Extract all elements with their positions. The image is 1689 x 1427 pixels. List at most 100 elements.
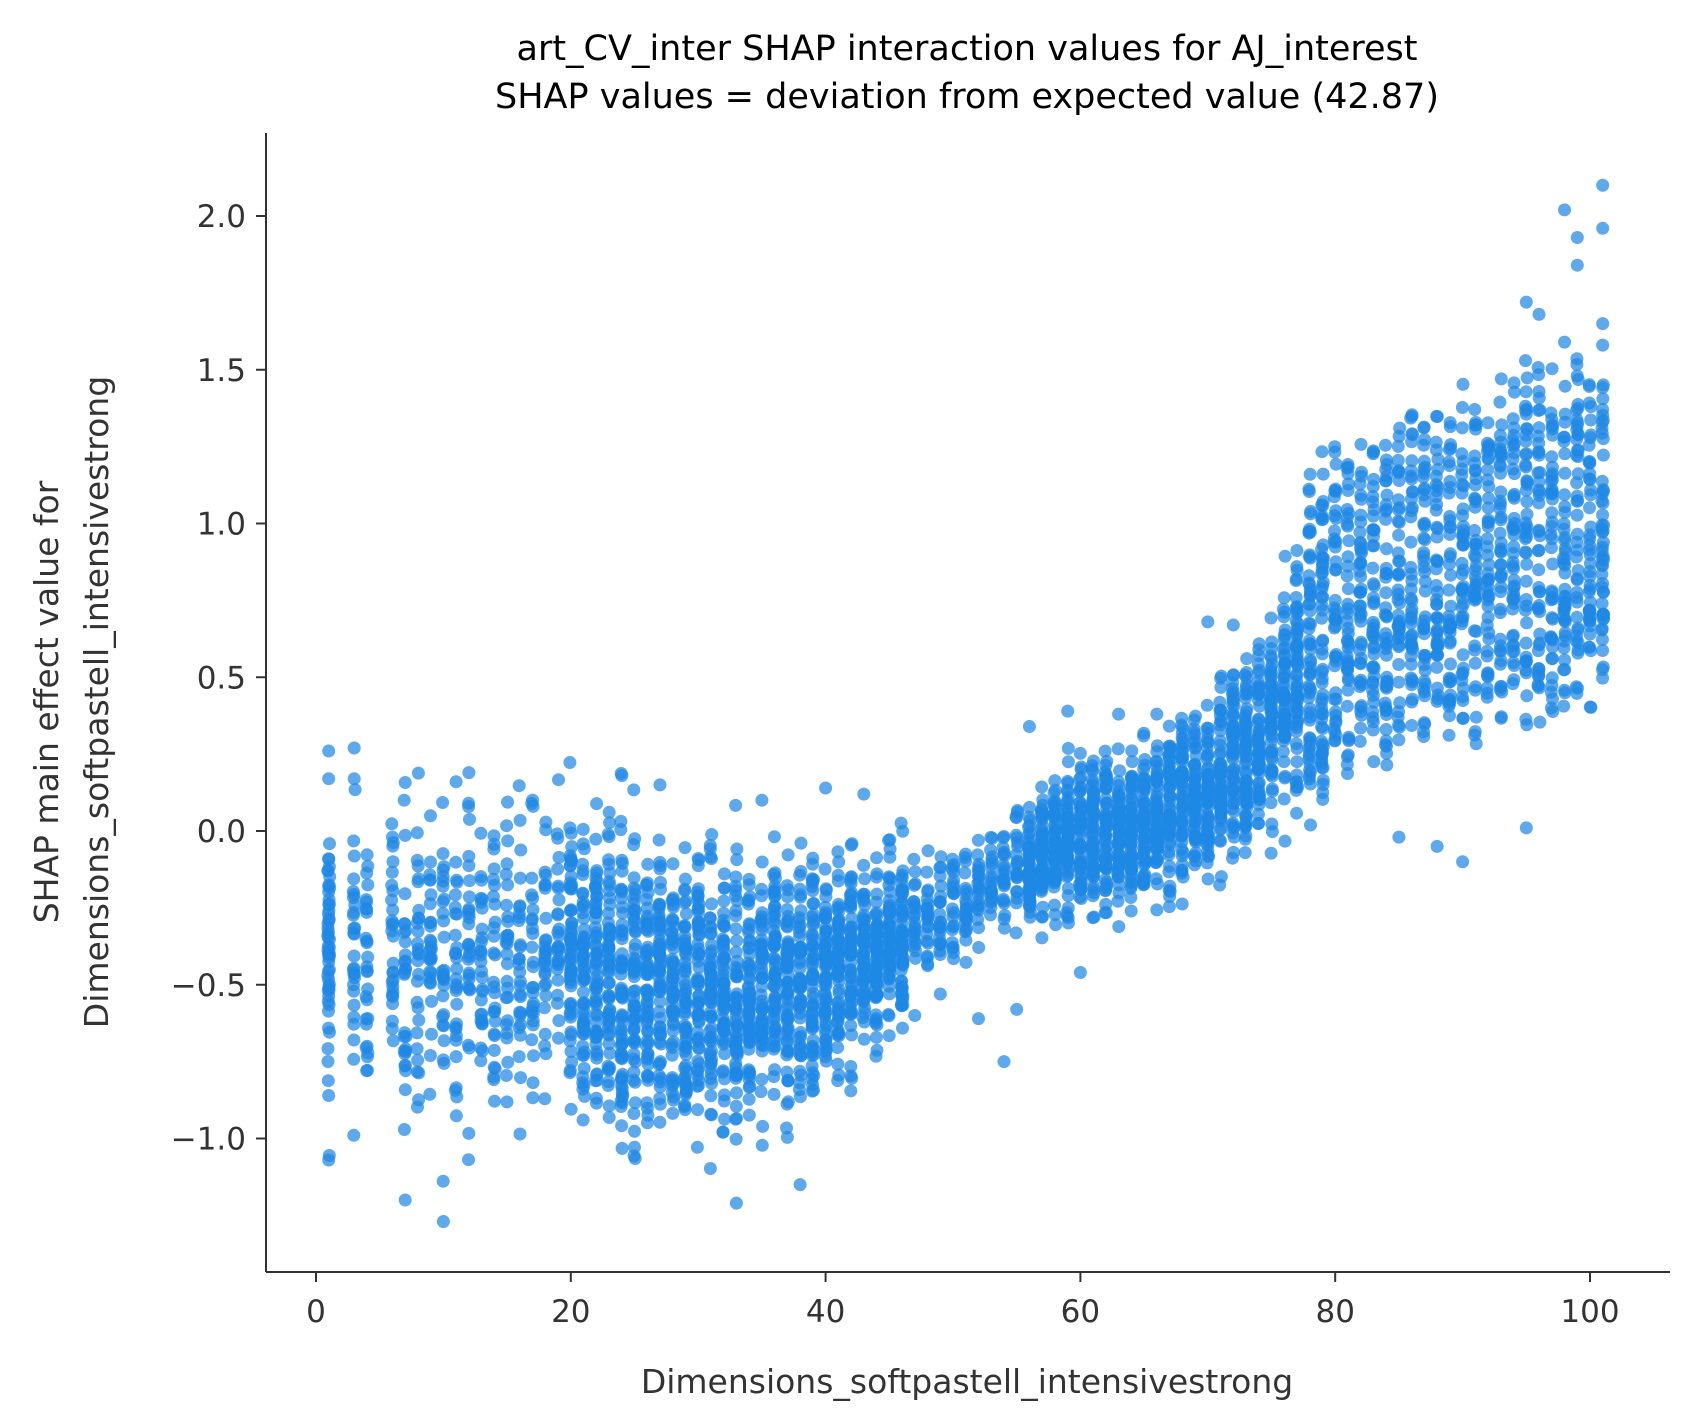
scatter-point xyxy=(1315,498,1329,512)
scatter-point xyxy=(1150,903,1164,917)
scatter-point xyxy=(1532,669,1546,683)
scatter-point xyxy=(1444,520,1457,534)
scatter-point xyxy=(602,1099,616,1113)
scatter-point xyxy=(614,1022,628,1036)
scatter-point xyxy=(1342,637,1356,651)
x-axis-label: Dimensions_softpastell_intensivestrong xyxy=(641,1362,1293,1401)
scatter-point xyxy=(1392,554,1406,568)
scatter-point xyxy=(603,989,616,1003)
scatter-point xyxy=(347,1017,361,1031)
scatter-point xyxy=(1049,918,1063,932)
scatter-point xyxy=(792,1083,806,1097)
x-tick-label: 20 xyxy=(551,1294,590,1330)
scatter-point xyxy=(359,1017,373,1031)
scatter-point xyxy=(500,898,513,912)
scatter-point xyxy=(322,913,336,927)
scatter-point xyxy=(322,852,336,866)
scatter-point xyxy=(1442,675,1456,689)
scatter-point xyxy=(1493,526,1507,540)
scatter-point xyxy=(1494,450,1508,464)
scatter-point xyxy=(1469,710,1483,724)
scatter-point xyxy=(870,917,884,931)
scatter-point xyxy=(1493,395,1507,409)
scatter-point xyxy=(640,956,654,970)
scatter-point xyxy=(818,862,832,876)
scatter-point xyxy=(1162,900,1176,914)
scatter-point xyxy=(1213,823,1227,837)
scatter-point xyxy=(436,895,450,909)
scatter-point xyxy=(1328,509,1342,523)
scatter-point xyxy=(755,994,769,1008)
scatter-point xyxy=(832,983,846,997)
scatter-point xyxy=(1379,438,1392,452)
scatter-point xyxy=(1456,520,1470,533)
scatter-point xyxy=(501,932,515,946)
scatter-point xyxy=(602,1037,616,1051)
scatter-point xyxy=(1404,535,1418,549)
scatter-point xyxy=(1304,777,1317,791)
scatter-point xyxy=(1418,664,1432,677)
scatter-point xyxy=(794,1049,808,1063)
scatter-point xyxy=(972,921,986,935)
scatter-point xyxy=(857,920,871,933)
scatter-point xyxy=(1482,590,1496,604)
scatter-point xyxy=(1545,484,1559,498)
scatter-point xyxy=(1353,675,1367,689)
scatter-point xyxy=(551,988,565,1002)
scatter-point xyxy=(1519,636,1533,650)
scatter-point xyxy=(410,995,424,1009)
scatter-point xyxy=(730,842,744,856)
scatter-point xyxy=(361,878,375,892)
scatter-point xyxy=(1443,547,1457,561)
scatter-point xyxy=(818,947,832,961)
scatter-point xyxy=(794,865,808,878)
scatter-point xyxy=(1507,579,1521,593)
scatter-point xyxy=(603,816,617,830)
scatter-point xyxy=(411,766,425,780)
scatter-point xyxy=(1558,686,1572,700)
y-tick-label: 0.0 xyxy=(197,814,246,850)
scatter-point xyxy=(1558,447,1572,461)
scatter-point xyxy=(424,809,437,823)
scatter-point xyxy=(831,1041,845,1054)
scatter-point xyxy=(807,896,821,910)
scatter-point xyxy=(998,909,1012,922)
scatter-point xyxy=(653,778,667,792)
scatter-point xyxy=(692,919,706,933)
scatter-point xyxy=(1533,403,1547,417)
scatter-point xyxy=(576,1048,590,1062)
scatter-point xyxy=(1468,639,1482,653)
scatter-point xyxy=(1124,801,1138,815)
scatter-point xyxy=(1544,474,1558,488)
scatter-point xyxy=(793,930,807,944)
scatter-point xyxy=(1596,432,1610,446)
scatter-point xyxy=(552,850,566,864)
scatter-point xyxy=(1404,567,1418,581)
scatter-point xyxy=(576,1017,590,1030)
scatter-point xyxy=(321,1074,335,1088)
scatter-point xyxy=(1202,768,1215,782)
scatter-point xyxy=(997,921,1011,935)
x-tick-label: 100 xyxy=(1560,1294,1619,1330)
scatter-point xyxy=(1086,776,1100,790)
scatter-point xyxy=(361,859,375,873)
scatter-point xyxy=(488,948,502,962)
scatter-point xyxy=(474,891,488,905)
scatter-point xyxy=(654,882,667,896)
scatter-point xyxy=(1074,839,1088,853)
scatter-point xyxy=(705,986,719,1000)
scatter-point xyxy=(1329,705,1343,719)
scatter-point xyxy=(678,882,692,896)
scatter-point xyxy=(1379,586,1393,600)
scatter-point xyxy=(1251,731,1265,745)
scatter-point xyxy=(756,1119,770,1133)
scatter-point xyxy=(1226,618,1240,632)
scatter-point xyxy=(1252,712,1265,726)
scatter-point xyxy=(1239,818,1252,832)
scatter-point xyxy=(1532,599,1546,612)
scatter-point xyxy=(1584,400,1598,414)
scatter-point xyxy=(896,998,910,1012)
scatter-point xyxy=(1074,863,1088,876)
scatter-point xyxy=(870,1018,884,1032)
scatter-point xyxy=(1558,407,1572,421)
